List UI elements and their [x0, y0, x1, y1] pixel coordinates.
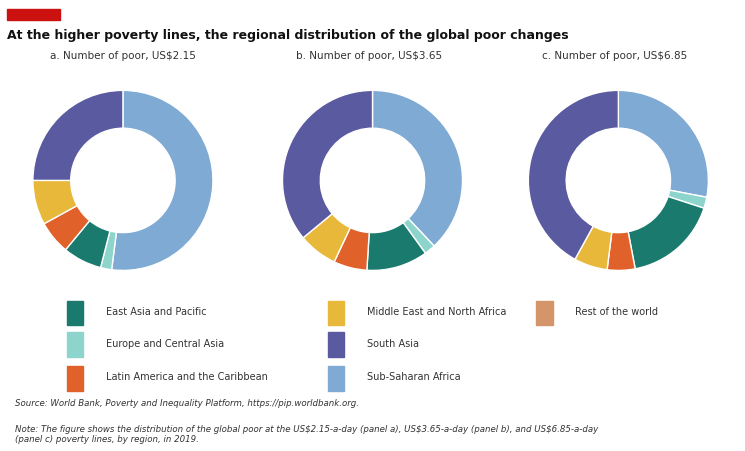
Wedge shape: [44, 206, 89, 250]
Wedge shape: [112, 90, 213, 271]
Wedge shape: [335, 228, 370, 270]
Text: At the higher poverty lines, the regional distribution of the global poor change: At the higher poverty lines, the regiona…: [7, 29, 569, 42]
Wedge shape: [101, 231, 116, 270]
Text: Source: World Bank, Poverty and Inequality Platform, https://pip.worldbank.org.: Source: World Bank, Poverty and Inequali…: [15, 399, 359, 408]
Wedge shape: [668, 190, 707, 208]
Text: c. Number of poor, US$6.85: c. Number of poor, US$6.85: [542, 51, 687, 61]
Wedge shape: [628, 197, 704, 269]
Wedge shape: [618, 90, 708, 197]
Wedge shape: [33, 90, 123, 180]
Text: Latin America and the Caribbean: Latin America and the Caribbean: [106, 373, 267, 382]
Bar: [67, 332, 83, 357]
Wedge shape: [66, 221, 110, 267]
Wedge shape: [282, 90, 372, 238]
Wedge shape: [528, 90, 618, 259]
Text: East Asia and Pacific: East Asia and Pacific: [106, 307, 206, 317]
Bar: [67, 300, 83, 326]
Bar: [328, 300, 344, 326]
Text: Rest of the world: Rest of the world: [575, 307, 658, 317]
Text: Europe and Central Asia: Europe and Central Asia: [106, 339, 224, 349]
Bar: [328, 332, 344, 357]
Wedge shape: [33, 180, 77, 224]
Bar: [67, 366, 83, 391]
Wedge shape: [607, 232, 635, 271]
Wedge shape: [575, 226, 612, 270]
Text: South Asia: South Asia: [367, 339, 419, 349]
Text: a. Number of poor, US$2.15: a. Number of poor, US$2.15: [50, 51, 196, 61]
Wedge shape: [303, 214, 350, 262]
Bar: [328, 366, 344, 391]
Wedge shape: [403, 218, 434, 253]
Wedge shape: [367, 223, 425, 271]
Text: Sub-Saharan Africa: Sub-Saharan Africa: [367, 373, 460, 382]
Text: b. Number of poor, US$3.65: b. Number of poor, US$3.65: [296, 51, 442, 61]
Text: Note: The figure shows the distribution of the global poor at the US$2.15-a-day : Note: The figure shows the distribution …: [15, 425, 598, 444]
Bar: [536, 300, 553, 326]
Text: Middle East and North Africa: Middle East and North Africa: [367, 307, 506, 317]
Wedge shape: [372, 90, 463, 246]
